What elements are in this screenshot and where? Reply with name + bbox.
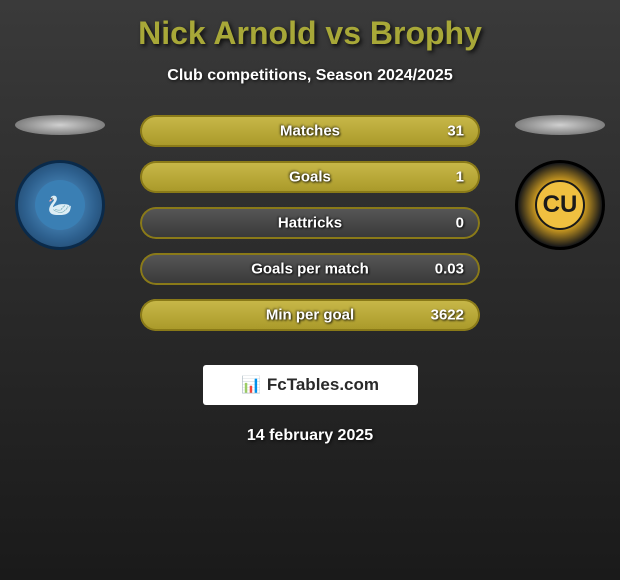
stat-bar: Hattricks 0 bbox=[140, 207, 480, 239]
stat-value-right: 3622 bbox=[431, 307, 464, 324]
main-container: Nick Arnold vs Brophy Club competitions,… bbox=[0, 0, 620, 455]
left-ellipse-shadow bbox=[15, 115, 105, 135]
stat-value-right: 1 bbox=[456, 169, 464, 186]
stat-value-right: 31 bbox=[447, 123, 464, 140]
stat-value-right: 0 bbox=[456, 215, 464, 232]
stat-bar: Matches 31 bbox=[140, 115, 480, 147]
right-crest-label: CU bbox=[543, 191, 578, 219]
date-line: 14 february 2025 bbox=[0, 427, 620, 445]
stats-column: Matches 31 Goals 1 Hattricks 0 Goals per match… bbox=[110, 115, 510, 345]
stat-label: Matches bbox=[280, 123, 340, 140]
right-team-crest: CU bbox=[515, 160, 605, 250]
left-team-crest: 🦢 bbox=[15, 160, 105, 250]
chart-icon: 📊 bbox=[241, 375, 261, 395]
stat-bar: Goals per match 0.03 bbox=[140, 253, 480, 285]
stat-label: Min per goal bbox=[266, 307, 354, 324]
middle-row: 🦢 Matches 31 Goals 1 Hattricks 0 Goals per mat… bbox=[0, 115, 620, 345]
stat-label: Goals per match bbox=[251, 261, 369, 278]
swan-icon: 🦢 bbox=[48, 193, 73, 218]
left-team-col: 🦢 bbox=[10, 115, 110, 250]
stat-value-right: 0.03 bbox=[435, 261, 464, 278]
right-crest-inner: CU bbox=[535, 180, 585, 230]
stat-label: Hattricks bbox=[278, 215, 342, 232]
right-team-col: CU bbox=[510, 115, 610, 250]
stat-label: Goals bbox=[289, 169, 331, 186]
right-ellipse-shadow bbox=[515, 115, 605, 135]
branding-text: FcTables.com bbox=[267, 375, 379, 395]
stat-bar: Goals 1 bbox=[140, 161, 480, 193]
page-title: Nick Arnold vs Brophy bbox=[0, 15, 620, 52]
branding-badge: 📊 FcTables.com bbox=[203, 365, 418, 405]
left-crest-inner: 🦢 bbox=[35, 180, 85, 230]
stat-bar: Min per goal 3622 bbox=[140, 299, 480, 331]
subtitle: Club competitions, Season 2024/2025 bbox=[0, 67, 620, 85]
